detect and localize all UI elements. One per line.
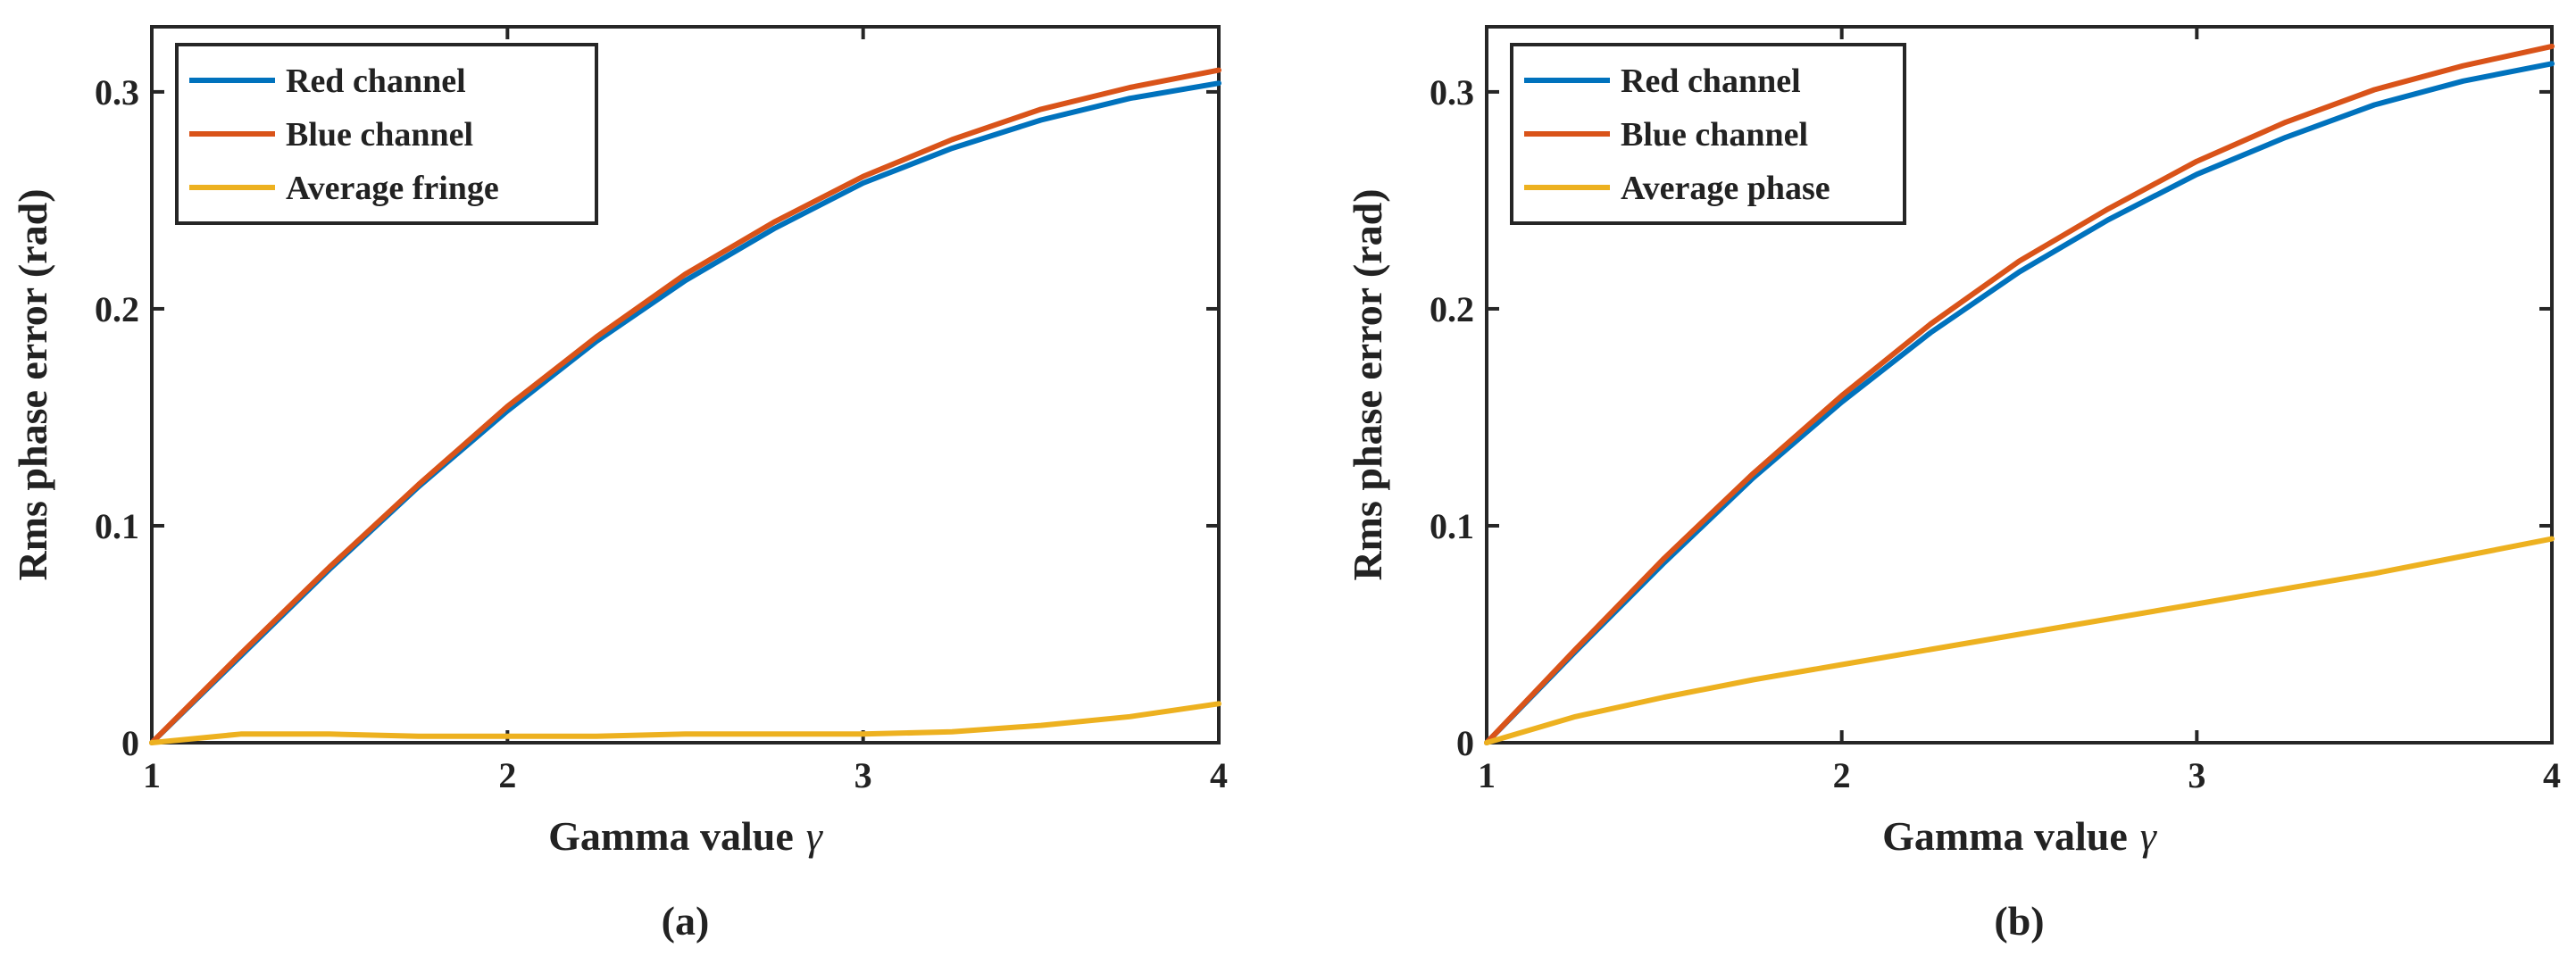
panel-label: (b) bbox=[1994, 898, 2044, 944]
legend-entry-label: Average phase bbox=[1621, 170, 1830, 207]
legend-entry-label: Average fringe bbox=[286, 170, 499, 207]
gamma-symbol: γ bbox=[806, 813, 824, 859]
x-tick-label: 4 bbox=[2543, 755, 2561, 795]
y-tick-label: 0.2 bbox=[1430, 289, 1474, 329]
gamma-symbol: γ bbox=[2140, 813, 2158, 859]
series-line-blue-channel bbox=[1484, 43, 2555, 745]
y-tick-label: 0.3 bbox=[95, 72, 139, 112]
x-tick-label: 1 bbox=[1478, 755, 1496, 795]
legend-entry-label: Blue channel bbox=[1621, 116, 1808, 154]
legend-entry-label: Red channel bbox=[286, 62, 466, 100]
series-line-red-channel bbox=[1484, 61, 2555, 745]
x-axis-label-text: Gamma value bbox=[1882, 813, 2128, 859]
series-line-average-phase bbox=[1484, 536, 2555, 745]
x-tick-label: 3 bbox=[854, 755, 872, 795]
x-axis-label: Gamma value γ bbox=[548, 813, 824, 859]
y-tick-label: 0 bbox=[121, 723, 139, 763]
x-tick-label: 2 bbox=[498, 755, 516, 795]
y-tick-label: 0.3 bbox=[1430, 72, 1474, 112]
x-axis-label-text: Gamma value bbox=[548, 813, 794, 859]
chart-panel-b: 1 2 3 4 0 0.1 0.2 0.3 Rms phase error (rad) Gamma… bbox=[1345, 25, 2561, 944]
chart-panel-a: 1 2 3 4 0 0.1 0.2 0.3 Rms phase error (rad) Gamma… bbox=[10, 25, 1228, 944]
y-tick-label: 0.2 bbox=[95, 289, 139, 329]
x-axis-label: Gamma value γ bbox=[1882, 813, 2158, 859]
legend-entry-label: Red channel bbox=[1621, 62, 1801, 100]
x-tick-label: 2 bbox=[1833, 755, 1851, 795]
y-tick-label: 0.1 bbox=[95, 506, 139, 546]
series-line-average-fringe bbox=[149, 701, 1221, 745]
legend: Red channel Blue channel Average fringe bbox=[175, 43, 598, 225]
plot-frame bbox=[1485, 25, 2554, 745]
legend-entry-label: Blue channel bbox=[286, 116, 473, 154]
y-tick-label: 0 bbox=[1456, 723, 1474, 763]
plot-frame bbox=[150, 25, 1221, 745]
x-tick-label: 4 bbox=[1210, 755, 1228, 795]
series-line-blue-channel bbox=[149, 67, 1221, 745]
y-axis-label: Rms phase error (rad) bbox=[1345, 188, 1390, 580]
panel-label: (a) bbox=[662, 898, 710, 944]
y-tick-label: 0.1 bbox=[1430, 506, 1474, 546]
x-tick-label: 3 bbox=[2188, 755, 2205, 795]
x-tick-label: 1 bbox=[143, 755, 161, 795]
y-axis-label: Rms phase error (rad) bbox=[10, 188, 55, 580]
legend: Red channel Blue channel Average phase bbox=[1510, 43, 1906, 225]
